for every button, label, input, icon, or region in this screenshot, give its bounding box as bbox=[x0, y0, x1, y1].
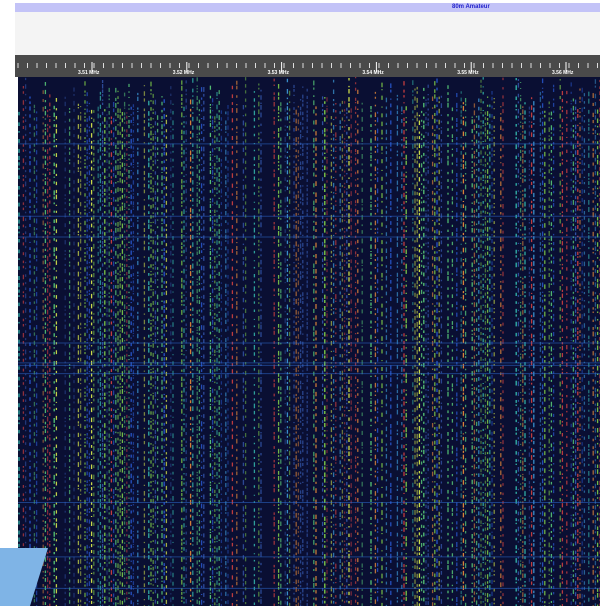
scale-label: 3.53 MHz bbox=[268, 70, 290, 76]
scale-label: 3.51 MHz bbox=[78, 70, 100, 76]
scale-label: 3.56 MHz bbox=[552, 70, 574, 76]
band-bar[interactable]: 80m Amateur bbox=[15, 3, 600, 12]
scale-label: 3.52 MHz bbox=[173, 70, 195, 76]
scale-label: 3.55 MHz bbox=[457, 70, 479, 76]
spectrum-area bbox=[15, 12, 600, 55]
frequency-scale[interactable] bbox=[15, 55, 600, 77]
band-label[interactable]: 80m Amateur bbox=[452, 4, 490, 10]
scale-label: 3.54 MHz bbox=[362, 70, 384, 76]
corner-shape bbox=[0, 548, 48, 606]
